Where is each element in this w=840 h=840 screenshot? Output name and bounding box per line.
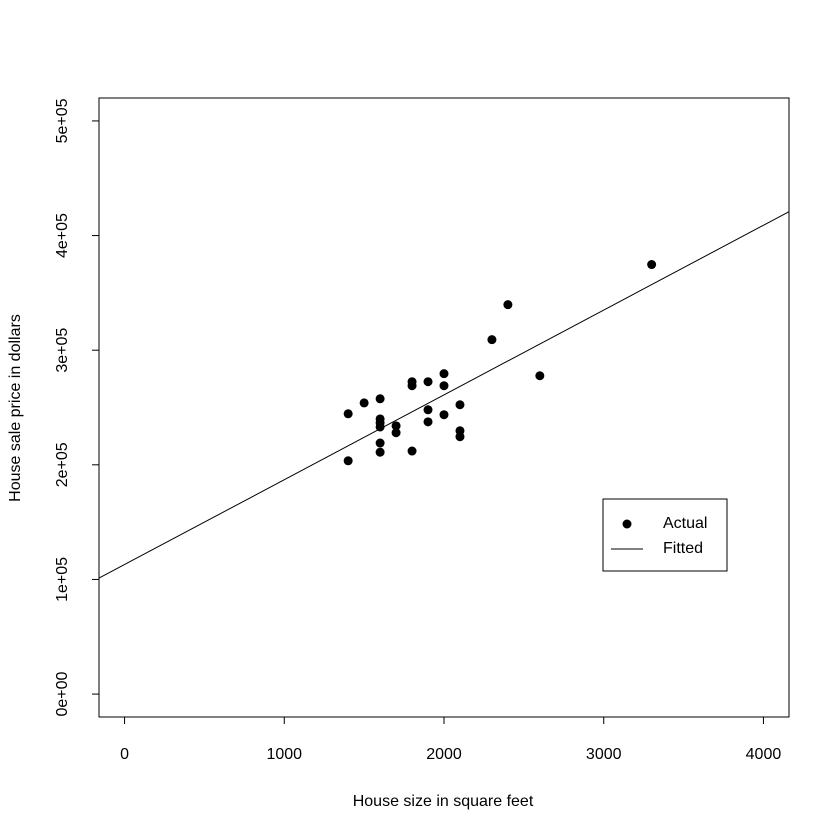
- point: [343, 409, 353, 419]
- point: [487, 335, 497, 345]
- point: [375, 438, 385, 448]
- point: [407, 381, 417, 391]
- legend-label: Actual: [663, 515, 707, 532]
- legend-symbol: [622, 519, 632, 529]
- legend: Actual Fitted: [602, 498, 728, 572]
- point: [439, 381, 449, 391]
- legend-label: Fitted: [663, 540, 703, 557]
- x-tick-label: 0: [120, 746, 129, 763]
- x-tick-label: 2000: [426, 746, 462, 763]
- x-tick-label: 4000: [746, 746, 782, 763]
- x-axis-label: House size in square feet: [353, 793, 534, 810]
- point: [343, 456, 353, 466]
- point: [439, 410, 449, 420]
- point: [375, 447, 385, 457]
- y-axis-label: House sale price in dollars: [7, 314, 24, 502]
- point: [455, 400, 465, 410]
- point: [455, 432, 465, 442]
- fitted-line: [99, 211, 789, 579]
- plot-frame: [98, 97, 790, 718]
- x-tick-label: 3000: [586, 746, 622, 763]
- point: [391, 428, 401, 438]
- point: [535, 371, 545, 381]
- point: [375, 394, 385, 404]
- y-tick-label: 3e+05: [54, 328, 71, 373]
- point: [423, 405, 433, 415]
- y-tick-label: 1e+05: [54, 557, 71, 602]
- point: [503, 300, 513, 310]
- y-tick-label: 2e+05: [54, 442, 71, 487]
- point: [407, 446, 417, 456]
- point: [423, 377, 433, 387]
- point: [359, 398, 369, 408]
- x-tick-label: 1000: [266, 746, 302, 763]
- point: [375, 422, 385, 432]
- point: [423, 417, 433, 427]
- point: [391, 421, 401, 431]
- y-tick-label: 4e+05: [54, 213, 71, 258]
- legend-box: [602, 498, 728, 572]
- point: [439, 369, 449, 379]
- y-tick-label: 0e+00: [54, 672, 71, 717]
- point: [647, 260, 657, 270]
- y-tick-label: 5e+05: [54, 98, 71, 143]
